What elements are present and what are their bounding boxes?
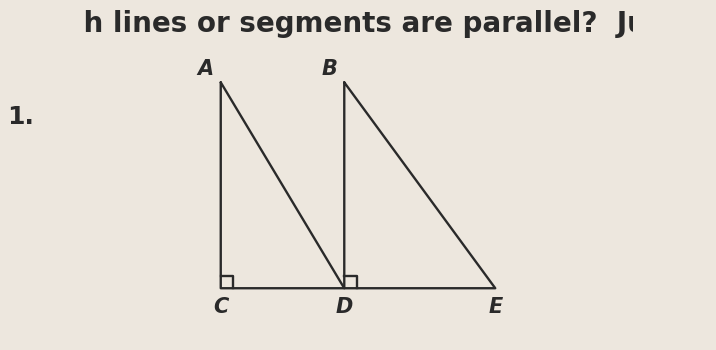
- Text: 1.: 1.: [7, 105, 34, 129]
- Text: B: B: [321, 59, 337, 79]
- Text: E: E: [488, 298, 503, 317]
- Text: Which lines or segments are parallel?  Ju: Which lines or segments are parallel? Ju: [7, 10, 647, 38]
- Text: D: D: [336, 298, 353, 317]
- Text: A: A: [198, 59, 214, 79]
- Text: C: C: [213, 298, 228, 317]
